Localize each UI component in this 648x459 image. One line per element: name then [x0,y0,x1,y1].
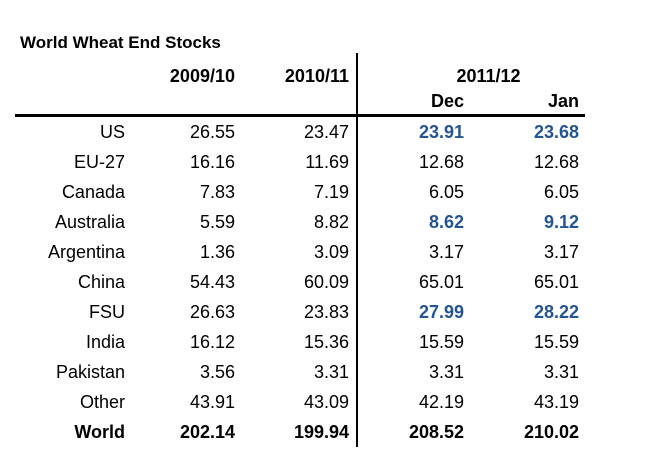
header-empty [15,89,125,117]
cell-jan: 9.12 [543,211,579,232]
cell-2009-10: 1.36 [199,241,235,262]
cell-2010-11: 7.19 [235,177,358,207]
cell-2010-11: 11.69 [235,147,358,177]
cell-jan: 3.31 [543,361,579,382]
header-row-years: 2009/10 2010/11 2011/12 [15,53,585,89]
cell-jan: 28.22 [533,301,579,322]
column-subheader-dec: Dec [357,89,464,117]
table-row-other: Other 43.91 43.09 42.19 43.19 [15,387,585,417]
cell-jan: 210.02 [523,421,579,442]
cell-jan: 65.01 [533,271,579,292]
cell-dec: 3.17 [428,241,464,262]
cell-2010-11: 8.82 [235,207,358,237]
cell-2009-10: 7.83 [199,181,235,202]
cell-2010-11: 43.09 [235,387,358,417]
row-label: India [85,331,125,352]
row-label: Other [79,391,125,412]
cell-2010-11: 199.94 [235,417,358,447]
row-label: Argentina [47,241,125,262]
cell-dec: 6.05 [428,181,464,202]
row-label: US [99,121,125,142]
table-row-us: US 26.55 23.47 23.91 23.68 [15,115,585,147]
row-label: EU-27 [73,151,125,172]
cell-2009-10: 26.55 [189,121,235,142]
table-row-china: China 54.43 60.09 65.01 65.01 [15,267,585,297]
cell-jan: 6.05 [543,181,579,202]
table-row-pakistan: Pakistan 3.56 3.31 3.31 3.31 [15,357,585,387]
row-label: World [74,421,125,442]
row-label: Australia [54,211,125,232]
page-title: World Wheat End Stocks [20,33,221,52]
table-row-canada: Canada 7.83 7.19 6.05 6.05 [15,177,585,207]
cell-2010-11: 15.36 [235,327,358,357]
cell-dec: 3.31 [428,361,464,382]
row-label: Canada [61,181,125,202]
cell-2009-10: 5.59 [199,211,235,232]
column-subheader-jan: Jan [464,89,585,117]
cell-dec: 23.91 [418,121,464,142]
cell-2010-11: 60.09 [235,267,358,297]
cell-dec: 65.01 [418,271,464,292]
cell-jan: 12.68 [533,151,579,172]
cell-2009-10: 43.91 [189,391,235,412]
cell-dec: 12.68 [418,151,464,172]
cell-dec: 208.52 [408,421,464,442]
cell-jan: 3.17 [543,241,579,262]
header-empty [235,89,358,117]
cell-2010-11: 23.83 [235,297,358,327]
cell-2010-11: 23.47 [235,115,358,147]
table-row-world-total: World 202.14 199.94 208.52 210.02 [15,417,585,447]
row-label: FSU [89,301,125,322]
table-row-fsu: FSU 26.63 23.83 27.99 28.22 [15,297,585,327]
column-header-2010-11: 2010/11 [235,53,358,89]
cell-2009-10: 16.16 [189,151,235,172]
table-row-argentina: Argentina 1.36 3.09 3.17 3.17 [15,237,585,267]
cell-jan: 23.68 [533,121,579,142]
cell-2009-10: 202.14 [179,421,235,442]
cell-jan: 43.19 [533,391,579,412]
row-label: China [77,271,125,292]
cell-dec: 8.62 [428,211,464,232]
cell-2009-10: 16.12 [189,331,235,352]
table-row-eu27: EU-27 16.16 11.69 12.68 12.68 [15,147,585,177]
column-group-header-2011-12: 2011/12 [456,66,521,86]
header-empty-corner [15,53,125,89]
row-label: Pakistan [55,361,125,382]
header-row-months: Dec Jan [15,89,585,117]
world-wheat-end-stocks-table: 2009/10 2010/11 2011/12 Dec Jan US 26.55… [15,53,585,447]
table-row-india: India 16.12 15.36 15.59 15.59 [15,327,585,357]
cell-dec: 27.99 [418,301,464,322]
cell-dec: 42.19 [418,391,464,412]
table-row-australia: Australia 5.59 8.82 8.62 9.12 [15,207,585,237]
column-header-2009-10: 2009/10 [169,66,235,86]
cell-2010-11: 3.31 [235,357,358,387]
header-empty [125,89,235,117]
cell-2009-10: 3.56 [199,361,235,382]
cell-jan: 15.59 [533,331,579,352]
cell-dec: 15.59 [418,331,464,352]
cell-2009-10: 26.63 [189,301,235,322]
cell-2010-11: 3.09 [235,237,358,267]
cell-2009-10: 54.43 [189,271,235,292]
